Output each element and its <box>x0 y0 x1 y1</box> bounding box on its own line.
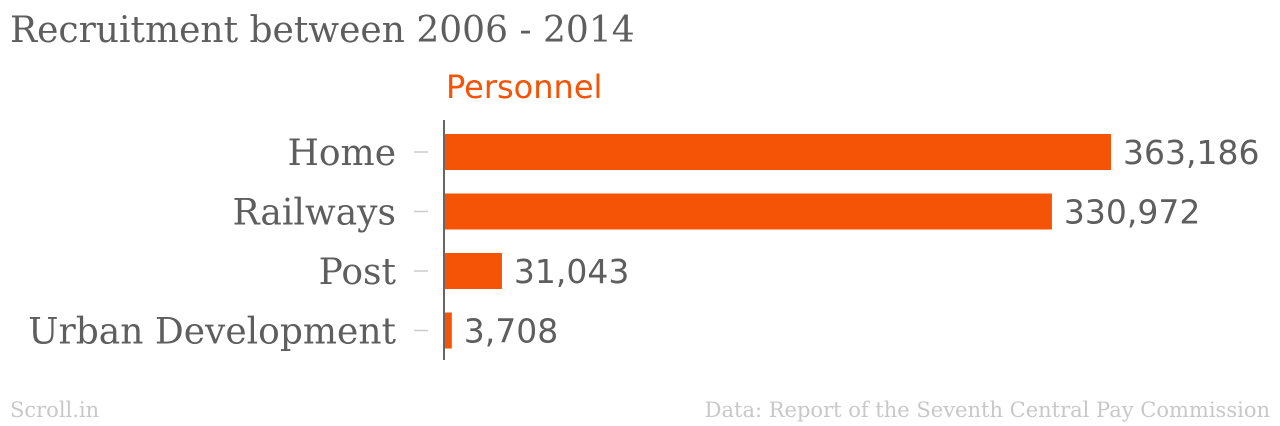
source-credit: Data: Report of the Seventh Central Pay … <box>704 398 1270 422</box>
value-label: 3,708 <box>464 312 558 351</box>
category-label: Railways <box>232 193 396 234</box>
bar <box>445 312 452 349</box>
series-label: Personnel <box>446 68 603 106</box>
value-label: 363,186 <box>1123 133 1259 172</box>
category-label: Home <box>287 133 396 174</box>
bar <box>445 134 1111 170</box>
bar <box>445 253 502 289</box>
bar-chart: Home 363,186 Railways 330,972 Post 31,043 Urba… <box>28 120 1259 360</box>
bar <box>445 193 1052 230</box>
category-label: Urban Development <box>28 312 396 353</box>
value-label: 330,972 <box>1064 193 1200 232</box>
category-label: Post <box>319 252 397 293</box>
chart-title: Recruitment between 2006 - 2014 <box>10 10 635 51</box>
brand-credit: Scroll.in <box>10 398 100 422</box>
value-label: 31,043 <box>514 252 629 291</box>
